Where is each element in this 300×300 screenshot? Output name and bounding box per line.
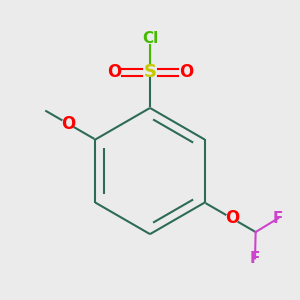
Text: F: F bbox=[273, 211, 283, 226]
Text: O: O bbox=[225, 209, 239, 227]
Text: O: O bbox=[178, 63, 193, 81]
Text: Cl: Cl bbox=[142, 31, 158, 46]
Text: O: O bbox=[107, 63, 122, 81]
Text: F: F bbox=[250, 251, 260, 266]
Text: O: O bbox=[61, 115, 75, 133]
Text: S: S bbox=[143, 63, 157, 81]
